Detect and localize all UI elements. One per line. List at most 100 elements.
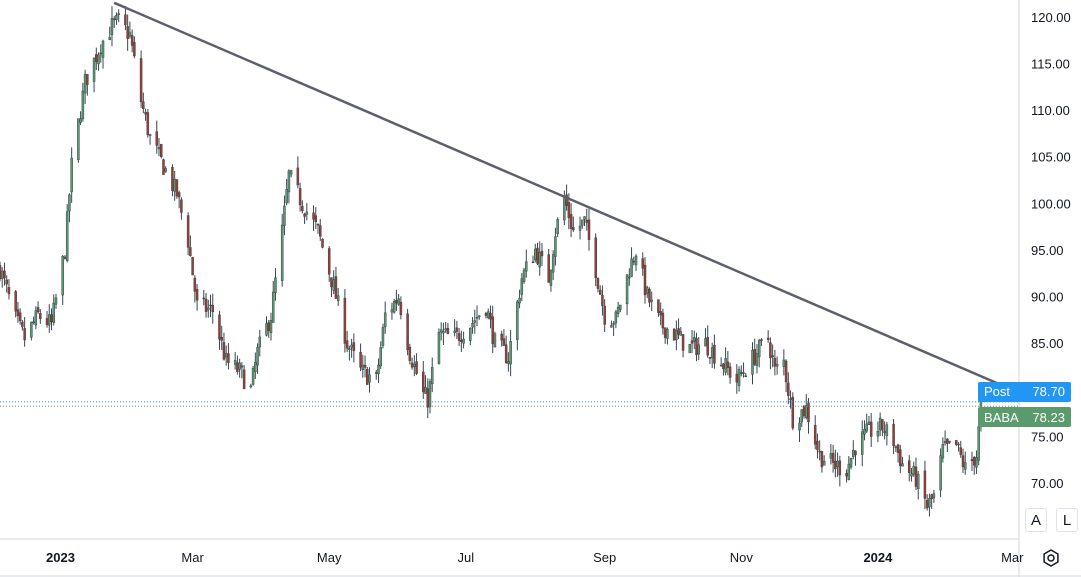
candle-up: [269, 320, 273, 334]
candle-down: [334, 276, 338, 299]
candle-down: [802, 405, 806, 417]
candle-up: [775, 363, 779, 367]
auto-scale-button[interactable]: A: [1025, 508, 1047, 532]
candle-up: [52, 302, 55, 323]
candle-down: [345, 340, 349, 349]
candle-down: [753, 349, 756, 365]
candle-down: [218, 314, 221, 340]
candle-up: [462, 338, 465, 344]
candle-up: [876, 430, 880, 437]
candle-up: [251, 367, 255, 385]
candle-up: [305, 211, 309, 215]
candle-down: [193, 277, 197, 292]
candle-down: [142, 101, 145, 110]
time-tick-label: Mar: [1001, 550, 1024, 565]
candlestick-series: [0, 5, 983, 517]
candle-up: [948, 440, 951, 443]
candle-down: [457, 333, 461, 341]
candle-down: [598, 289, 602, 295]
candle-up: [117, 13, 120, 15]
symbol-badge-label: BABA: [984, 409, 1019, 425]
candle-down: [139, 58, 143, 103]
candle-down: [363, 365, 367, 368]
candle-down: [547, 254, 550, 283]
candle-down: [39, 313, 42, 319]
candle-up: [941, 444, 945, 459]
candle-up: [437, 331, 441, 365]
candle-up: [782, 359, 786, 367]
candle-down: [220, 337, 223, 341]
candle-down: [422, 371, 425, 393]
candle-down: [126, 26, 129, 40]
candle-up: [392, 301, 396, 313]
candle-up: [849, 458, 853, 468]
candle-down: [395, 300, 398, 304]
candle-up: [101, 40, 105, 58]
candle-up: [516, 301, 519, 340]
candle-down: [594, 237, 597, 278]
candle-up: [238, 362, 241, 370]
candle-up: [390, 309, 394, 313]
candle-up: [34, 310, 38, 326]
candle-up: [79, 118, 82, 123]
candle-down: [303, 213, 306, 217]
candle-down: [735, 373, 739, 383]
candle-down: [504, 344, 508, 363]
candle-down: [36, 307, 40, 313]
price-tick-label: 70.00: [1031, 476, 1064, 491]
candle-up: [115, 14, 118, 21]
candle-down: [63, 256, 67, 259]
candle-up: [274, 277, 277, 293]
candle-up: [822, 460, 826, 466]
candle-down: [925, 499, 929, 509]
candle-down: [316, 223, 320, 226]
candle-up: [173, 178, 176, 192]
candle-down: [771, 355, 774, 358]
candle-up: [885, 424, 889, 436]
candle-up: [612, 323, 615, 325]
candle-down: [661, 312, 665, 329]
candle-down: [787, 382, 790, 396]
symbol-badge-value: 78.23: [1032, 409, 1065, 425]
candle-down: [321, 238, 324, 248]
candle-down: [5, 279, 8, 285]
candle-down: [177, 192, 181, 198]
candle-down: [18, 312, 22, 321]
candle-up: [928, 498, 931, 508]
candle-down: [343, 297, 347, 344]
time-axis[interactable]: 2023 Mar May Jul Sep Nov 2024 Mar: [46, 550, 1024, 565]
log-scale-button[interactable]: L: [1056, 508, 1078, 532]
candle-down: [970, 459, 974, 461]
candle-up: [675, 330, 678, 341]
candle-down: [959, 447, 963, 455]
trendline[interactable]: [113, 1, 1020, 394]
candle-down: [408, 346, 412, 361]
candle-up: [704, 338, 707, 347]
candle-down: [446, 327, 450, 335]
candle-up: [254, 362, 257, 373]
price-axis[interactable]: 70.0075.0080.0085.0090.0095.00100.00105.…: [1031, 10, 1071, 491]
candle-up: [336, 295, 340, 301]
candle-up: [829, 453, 833, 459]
candle-up: [207, 307, 210, 311]
candle-up: [224, 353, 228, 358]
candle-down: [236, 362, 239, 372]
candle-down: [415, 361, 418, 374]
candle-up: [865, 423, 868, 432]
candle-up: [471, 322, 474, 328]
candle-up: [549, 269, 553, 286]
candle-up: [361, 364, 365, 370]
price-tick-label: 120.00: [1031, 10, 1071, 25]
candle-up: [666, 329, 669, 339]
candle-down: [585, 220, 589, 223]
candle-down: [222, 342, 226, 360]
candle-up: [867, 421, 871, 425]
candle-down: [296, 167, 300, 186]
candle-up: [755, 353, 759, 366]
settings-gear-icon[interactable]: [1040, 546, 1062, 570]
candle-up: [430, 367, 434, 385]
candle-down: [455, 327, 459, 332]
candle-down: [7, 287, 11, 295]
candle-up: [289, 170, 293, 175]
